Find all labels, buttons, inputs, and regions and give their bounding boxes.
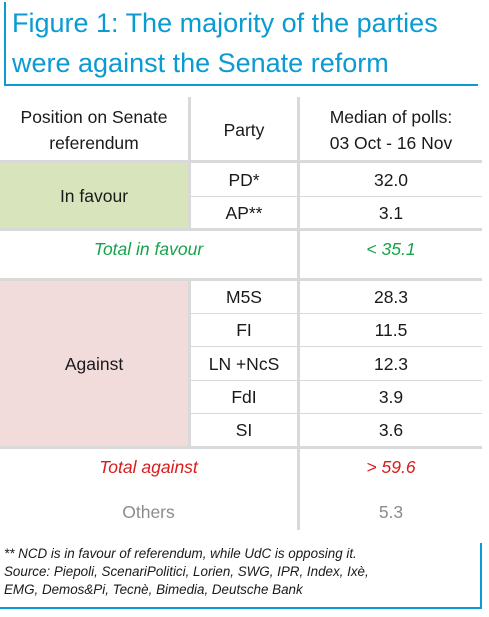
position-against: Against [0, 281, 188, 446]
value-cell: 32.0 [300, 163, 482, 196]
footnote-line-2: Source: Piepoli, ScenariPolitici, Lorien… [4, 564, 369, 579]
party-label: FI [236, 320, 252, 340]
value-label: 3.1 [378, 202, 404, 223]
value-label: 11.5 [374, 320, 408, 340]
grid-divider [191, 196, 482, 197]
header-median-line-2: 03 Oct - 16 Nov [329, 133, 453, 153]
total-against-label-cell: Total against [0, 449, 297, 485]
position-in-favour: In favour [0, 163, 188, 228]
figure-title-line-2: were against the Senate reform [12, 48, 389, 78]
grid-divider [188, 97, 191, 231]
party-label: SI [235, 420, 253, 440]
header-party-label: Party [223, 120, 265, 140]
value-cell: 3.9 [300, 381, 482, 413]
value-cell: 28.3 [300, 281, 482, 313]
party-cell: M5S [191, 281, 297, 313]
value-cell: 11.5 [300, 314, 482, 346]
total-in-favour-label-cell: Total in favour [0, 231, 297, 267]
header-position: Position on Senate referendum [0, 100, 188, 160]
total-in-favour-value-cell: < 35.1 [300, 231, 482, 267]
total-in-favour-label: Total in favour [93, 238, 204, 259]
party-cell: AP** [191, 197, 297, 228]
grid-divider [191, 313, 482, 314]
total-in-favour-value: < 35.1 [366, 238, 416, 259]
value-label: 32.0 [373, 169, 409, 190]
total-against-label: Total against [99, 456, 198, 477]
grid-divider [191, 380, 482, 381]
others-label: Others [122, 501, 175, 522]
value-cell: 12.3 [300, 347, 482, 380]
header-median-line-1: Median of polls: [329, 107, 453, 127]
party-label: M5S [226, 287, 262, 307]
header-median: Median of polls: 03 Oct - 16 Nov [300, 100, 482, 160]
party-label: AP** [225, 202, 263, 223]
grid-divider [191, 346, 482, 347]
party-label: LN +NcS [208, 353, 280, 374]
footnote-line-1: ** NCD is in favour of referendum, while… [4, 546, 357, 561]
value-label: 12.3 [373, 353, 409, 374]
value-label: 3.6 [378, 420, 404, 440]
party-label: PD* [228, 169, 260, 190]
party-cell: SI [191, 414, 297, 446]
grid-divider [188, 278, 191, 449]
party-cell: PD* [191, 163, 297, 196]
others-value-cell: 5.3 [300, 494, 482, 530]
header-position-line-1: Position on Senate [20, 107, 168, 127]
total-against-value-cell: > 59.6 [300, 449, 482, 485]
header-party: Party [191, 100, 297, 160]
value-cell: 3.1 [300, 197, 482, 228]
position-against-label: Against [64, 353, 124, 374]
party-cell: FI [191, 314, 297, 346]
party-label: FdI [231, 387, 257, 407]
figure-title-line-1: Figure 1: The majority of the parties [12, 8, 438, 38]
value-cell: 3.6 [300, 414, 482, 446]
others-value: 5.3 [378, 501, 404, 522]
grid-divider [191, 413, 482, 414]
grid-divider [0, 228, 482, 231]
grid-divider [0, 446, 482, 449]
others-label-cell: Others [0, 494, 297, 530]
value-label: 3.9 [378, 387, 404, 407]
header-position-line-2: referendum [49, 133, 139, 153]
total-against-value: > 59.6 [366, 456, 416, 477]
value-label: 28.3 [373, 287, 409, 307]
party-cell: FdI [191, 381, 297, 413]
position-in-favour-label: In favour [59, 185, 129, 206]
grid-divider [0, 278, 482, 281]
grid-divider [0, 160, 482, 163]
footnote-line-3: EMG, Demos&Pi, Tecnè, Bimedia, Deutsche … [4, 582, 303, 597]
party-cell: LN +NcS [191, 347, 297, 380]
figure-title-box: Figure 1: The majority of the parties we… [4, 2, 478, 86]
footnote-box: ** NCD is in favour of referendum, while… [0, 543, 482, 609]
